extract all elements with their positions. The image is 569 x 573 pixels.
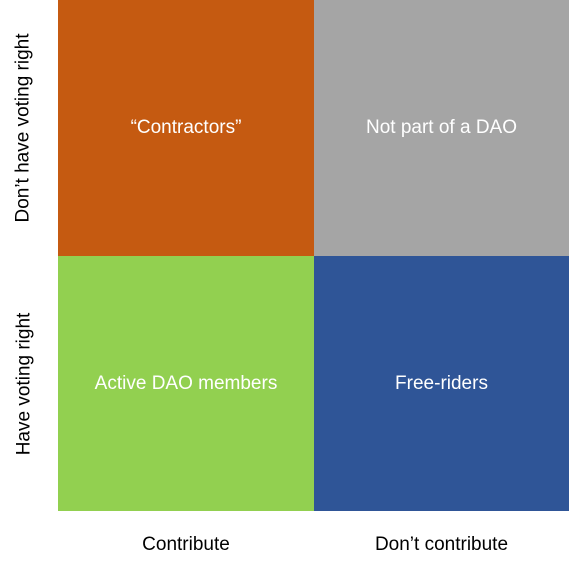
quadrant-active-dao-members-label: Active DAO members: [94, 372, 278, 394]
y-axis-label-voting-right-text: Have voting right: [13, 312, 35, 455]
y-axis-label-no-voting-right-text: Don’t have voting right: [13, 33, 34, 223]
x-axis-label-dont-contribute: Don’t contribute: [374, 534, 509, 555]
y-axis-label-voting-right: Have voting right: [0, 256, 48, 511]
x-axis-label-contribute: Contribute: [142, 534, 230, 555]
quadrant-contractors-label: “Contractors”: [130, 117, 242, 138]
quadrant-contractors: “Contractors”: [58, 0, 314, 256]
y-axis-label-no-voting-right: Don’t have voting right: [0, 0, 48, 256]
quadrant-not-part-of-dao-label: Not part of a DAO: [365, 117, 517, 138]
quadrant-not-part-of-dao: Not part of a DAO: [314, 0, 569, 256]
quadrant-free-riders: Free-riders: [314, 256, 569, 511]
quadrant-free-riders-label: Free-riders: [395, 372, 488, 394]
quadrant-active-dao-members: Active DAO members: [58, 256, 314, 511]
